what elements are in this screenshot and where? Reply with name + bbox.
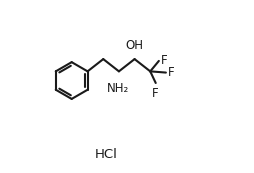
Text: OH: OH	[125, 39, 144, 52]
Text: HCl: HCl	[95, 148, 118, 161]
Text: F: F	[161, 54, 168, 67]
Text: F: F	[168, 66, 174, 79]
Text: F: F	[152, 87, 158, 100]
Text: NH₂: NH₂	[107, 82, 129, 95]
